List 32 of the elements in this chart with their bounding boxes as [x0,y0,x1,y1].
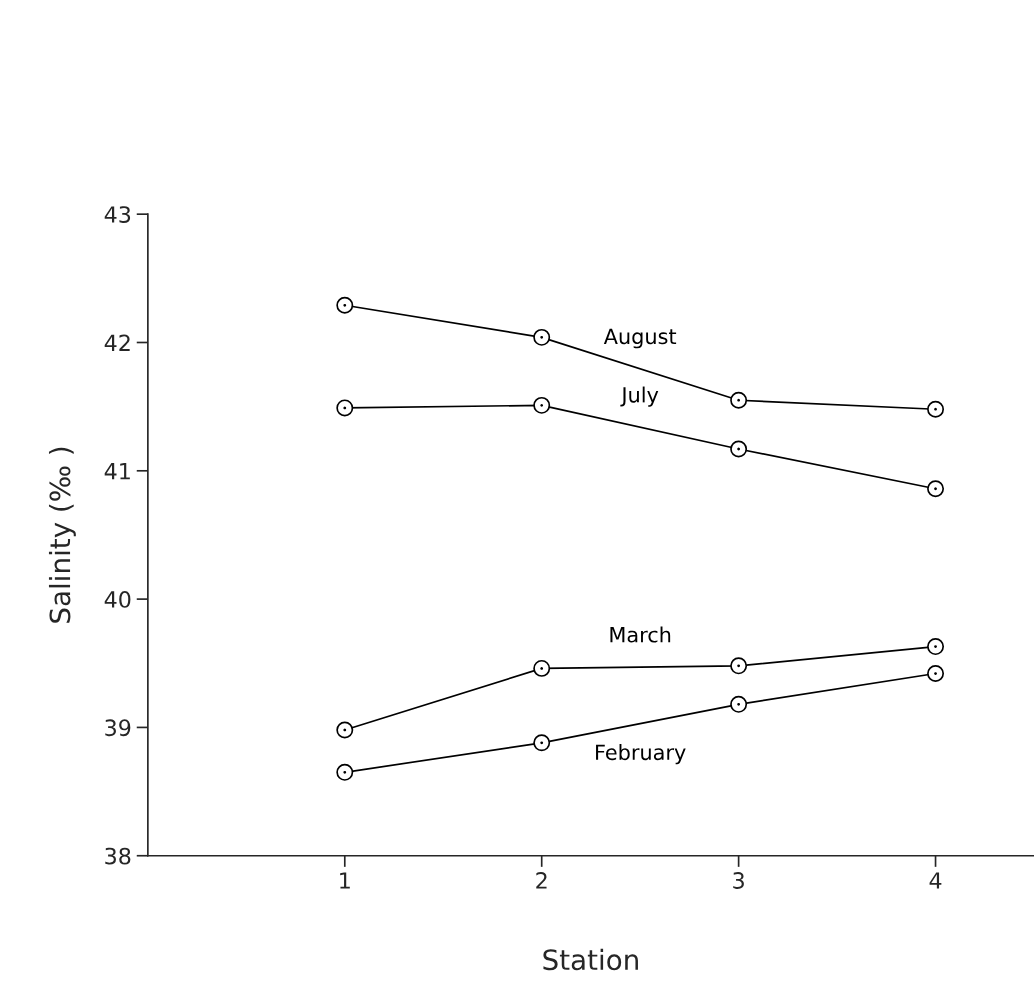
series-label: July [620,386,659,407]
y-tick-label: 38 [105,847,131,865]
x-tick-label: 3 [733,872,744,889]
y-tick-label: 39 [105,719,131,737]
point [730,440,748,458]
point [927,400,945,418]
y-tick-label: 42 [104,334,130,351]
point [927,638,945,656]
point [336,296,354,314]
point [533,734,551,752]
x-tick-label: 1 [340,872,350,889]
series-label: March [610,626,671,643]
series-label: August [603,328,677,349]
y-tick-label: 40 [104,591,131,608]
point [730,695,748,713]
x-tick-label: 2 [536,872,547,889]
point [533,659,551,677]
point [730,657,748,675]
y-tick-label: 43 [104,206,131,223]
point [336,399,354,417]
x-axis-title: Station [543,948,638,971]
y-axis-title: Salinity (‰ ) [48,447,76,623]
series-label: February [596,744,686,765]
point [730,391,748,409]
point [336,763,354,781]
point [927,665,945,683]
x-tick-label: 4 [929,872,942,889]
point [336,721,354,739]
point [927,480,945,498]
y-tick-label: 41 [104,463,130,480]
point [533,328,551,346]
point [533,396,551,414]
